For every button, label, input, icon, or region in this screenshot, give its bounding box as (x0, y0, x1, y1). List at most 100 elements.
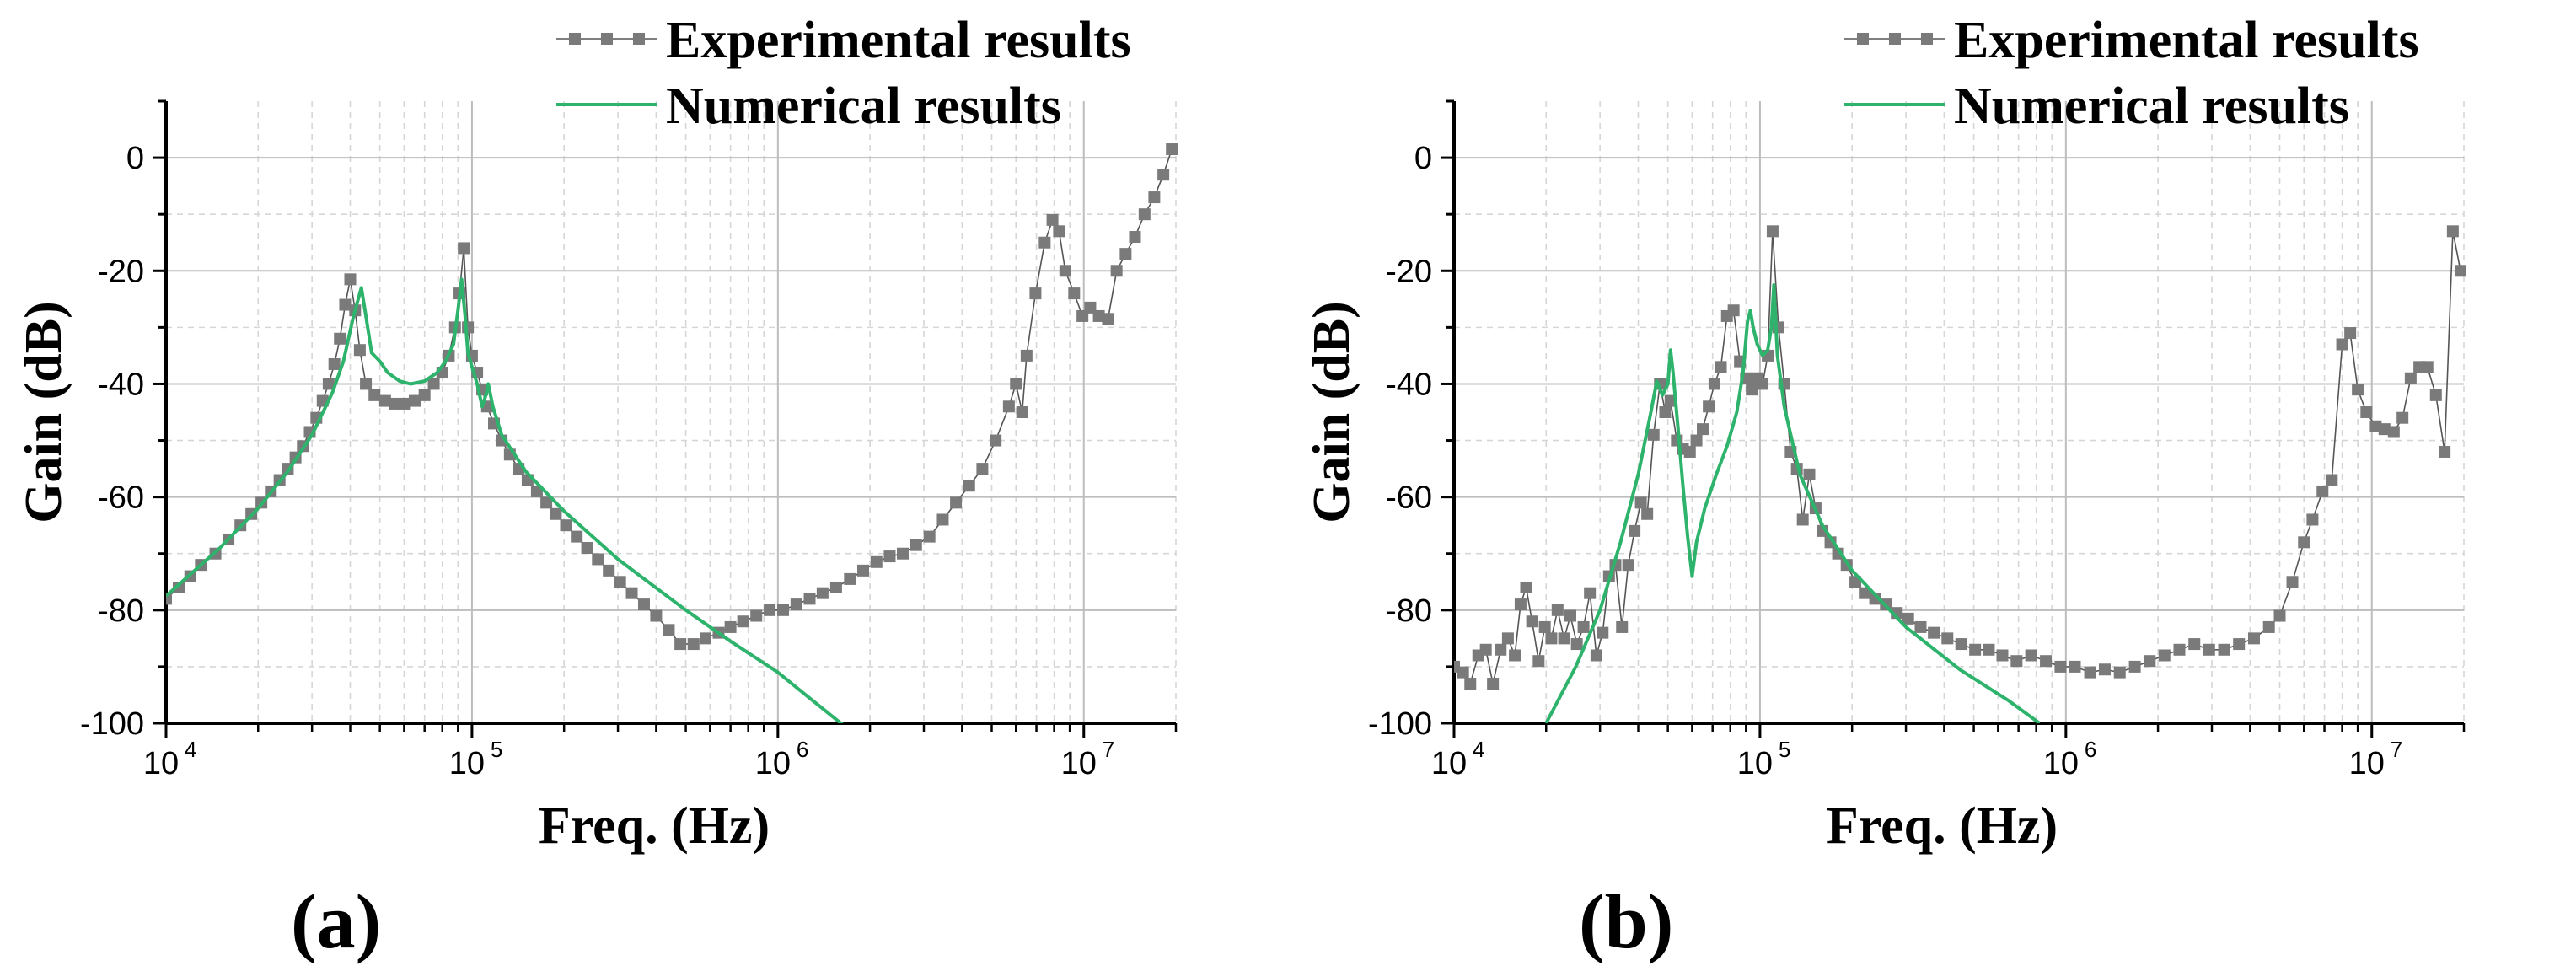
experimental-point (2429, 389, 2442, 401)
experimental-point (2396, 411, 2409, 424)
experimental-point (1046, 213, 1059, 226)
experimental-point (173, 581, 185, 593)
experimental-line (1454, 231, 2461, 685)
x-axis-title: Freq. (Hz) (539, 797, 770, 855)
experimental-point (1464, 678, 1477, 690)
y-tick-label: -60 (98, 480, 144, 516)
x-tick-exponent: 4 (185, 737, 196, 762)
experimental-point (663, 624, 675, 636)
experimental-point (2054, 660, 2067, 673)
y-tick-label: 0 (1414, 141, 1432, 176)
experimental-point (724, 620, 737, 633)
legend: Experimental results Numerical results (556, 12, 1131, 135)
experimental-point (625, 587, 638, 599)
y-axis-title: Gain (dB) (15, 301, 72, 523)
y-tick-label: -20 (1386, 254, 1432, 289)
experimental-point (1708, 378, 1720, 390)
experimental-point (368, 389, 381, 401)
experimental-point (1641, 507, 1654, 520)
experimental-point (1010, 378, 1022, 390)
experimental-point (1059, 265, 1071, 277)
experimental-point (2218, 643, 2230, 656)
y-tick-label: -100 (1368, 706, 1432, 742)
experimental-point (1157, 169, 1170, 181)
experimental-point (2098, 663, 2111, 676)
legend-experimental-label: Experimental results (1954, 12, 2419, 69)
legend-experimental-label: Experimental results (666, 12, 1131, 69)
experimental-point (883, 550, 896, 563)
experimental-point (1532, 655, 1545, 668)
experimental-point (1020, 349, 1033, 362)
experimental-point (2316, 485, 2329, 497)
experimental-point (1454, 660, 1460, 673)
experimental-point (1495, 643, 1507, 656)
experimental-point (1545, 632, 1558, 645)
experimental-point (777, 604, 790, 616)
experimental-point (1526, 615, 1538, 628)
experimental-point (1509, 649, 1521, 662)
experimental-point (829, 581, 842, 593)
x-tick-label: 10 (2349, 746, 2385, 781)
x-tick-label: 10 (1431, 746, 1467, 781)
experimental-point (1928, 626, 1940, 639)
experimental-point (550, 507, 562, 520)
experimental-point (1166, 143, 1178, 156)
experimental-point (1029, 287, 1042, 300)
experimental-point (2404, 372, 2417, 384)
experimental-point (398, 397, 411, 410)
experimental-point (2262, 620, 2275, 633)
x-tick-label: 10 (449, 746, 485, 781)
experimental-point (1659, 406, 1672, 418)
experimental-point (2010, 655, 2023, 668)
experimental-point (2173, 643, 2186, 656)
experimental-point (1859, 587, 1871, 599)
experimental-point (2203, 643, 2215, 656)
x-tick-exponent: 5 (1779, 737, 1790, 762)
experimental-point (1148, 191, 1161, 204)
experimental-point (344, 273, 357, 286)
experimental-point (1746, 384, 1758, 396)
experimental-point (2128, 660, 2141, 673)
experimental-point (560, 519, 572, 532)
y-tick-label: -80 (1386, 593, 1432, 629)
experimental-point (1902, 612, 1914, 625)
series-numerical (166, 277, 844, 723)
x-tick-exponent: 5 (491, 737, 502, 762)
experimental-point (1584, 587, 1597, 599)
experimental-point (1616, 620, 1629, 633)
legend-experimental-marker (1889, 33, 1901, 45)
experimental-point (803, 593, 816, 605)
y-tick-label: -60 (1386, 480, 1432, 516)
x-tick-exponent: 6 (2085, 737, 2096, 762)
experimental-point (1634, 496, 1647, 509)
experimental-point (816, 587, 829, 599)
experimental-point (2455, 265, 2467, 277)
experimental-point (1969, 643, 1982, 656)
legend-experimental-marker (1921, 33, 1933, 45)
experimental-point (166, 593, 172, 605)
x-tick-exponent: 7 (2391, 737, 2402, 762)
experimental-point (896, 547, 909, 560)
experimental-point (650, 609, 663, 622)
experimental-point (571, 530, 583, 543)
panel-b: 0 -20 -40 -60 -80 -100 10 4 10 5 10 6 10 7 Freq. (Hz) G… (1288, 0, 2576, 965)
y-tick-label: -40 (1386, 367, 1432, 402)
experimental-point (856, 564, 869, 577)
minor-grid (166, 101, 1177, 723)
y-tick-label: -80 (98, 593, 144, 629)
experimental-point (1796, 513, 1809, 526)
experimental-point (963, 480, 975, 492)
experimental-point (1622, 559, 1634, 572)
legend-numerical-label: Numerical results (666, 78, 1061, 135)
experimental-point (674, 638, 687, 651)
experimental-point (2326, 474, 2338, 486)
major-grid (1454, 101, 2464, 723)
series-experimental (1454, 225, 2467, 690)
experimental-point (1538, 620, 1551, 633)
experimental-point (2378, 423, 2391, 436)
experimental-point (378, 394, 391, 407)
experimental-point (2336, 338, 2348, 351)
series-numerical (1544, 283, 2041, 723)
x-tick-exponent: 6 (797, 737, 808, 762)
y-tick-label: -100 (80, 706, 144, 742)
